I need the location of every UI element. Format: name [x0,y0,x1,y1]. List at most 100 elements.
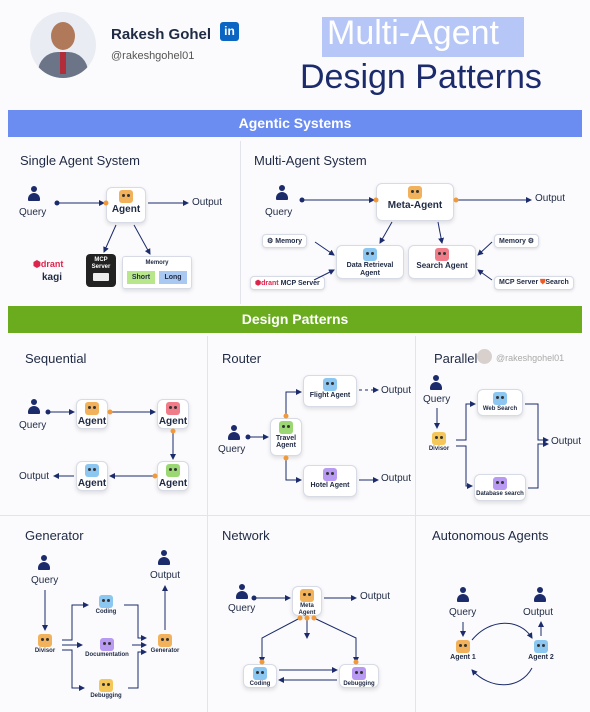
data-retrieval-label: Data Retrieval Agent [346,262,394,277]
documentation-label: Documentation [85,652,129,658]
router-title: Router [222,351,262,366]
network-coding-node: Coding [243,664,277,688]
database-search-label: Database search [476,491,524,497]
sequential-agent-1: Agent [76,399,108,429]
network-debugging-node: Debugging [339,664,379,688]
output-label-top: Output [381,385,412,396]
documentation-node: Documentation [84,636,130,658]
user-icon [533,587,547,603]
generator-label: Generator [150,648,180,654]
agent-2-label: Agent 2 [528,654,554,661]
meta-agent-label: Meta Agent [298,603,316,616]
robot-icon [85,464,99,477]
watermark-avatar [477,349,492,364]
autonomous-title: Autonomous Agents [432,528,549,543]
generator-title: Generator [25,528,84,543]
search-agent-label: Search Agent [416,261,468,270]
data-retrieval-agent-node: Data Retrieval Agent [336,245,404,279]
robot-icon [166,464,180,477]
robot-icon [323,378,337,391]
query-label: Query [218,444,246,455]
robot-icon [300,589,314,602]
web-search-label: Web Search [482,406,518,412]
user-icon [456,587,470,603]
user-icon [27,399,41,415]
author-handle: @rakeshgohel01 [111,50,195,62]
robot-icon [352,667,366,680]
single-agent-title: Single Agent System [20,153,140,168]
memory-label: Memory [275,238,303,245]
database-search-node: Database search [474,474,526,501]
query-label: Query [31,575,59,586]
sequential-agent-4: Agent [76,461,108,491]
memory-box: Memory Short Long [122,256,192,289]
network-title: Network [222,528,270,543]
query-label: Query [228,603,256,614]
debugging-label: Debugging [343,681,375,687]
mcp-server-pill-right: MCP Server ⛊Search [494,276,574,290]
travel-agent-label: Travel Agent [275,435,297,449]
agent-label: Agent [77,416,107,427]
divisor-label: Divisor [34,648,56,654]
memory-pill-right: Memory ⚙ [494,234,540,248]
agent-1-label: Agent 1 [450,654,476,661]
robot-icon [323,468,337,481]
agent-2-node: Agent 2 [524,638,558,668]
qdrant-text: drant [40,259,64,269]
flight-agent-label: Flight Agent [309,392,351,399]
sequential-agent-2: Agent [157,399,189,429]
robot-icon [100,638,114,651]
mcp-server-pill-left: ⬢drant MCP Server [250,276,325,290]
grid-divider [415,336,416,712]
qdrant-logo: ⬢drant [33,259,63,270]
robot-icon [279,421,293,434]
brave-shield-icon: ⛊ [540,279,546,286]
robot-icon [99,595,113,608]
user-icon [157,550,171,566]
robot-icon [99,679,113,692]
search-agent-node: Search Agent [408,245,476,279]
linkedin-icon[interactable]: in [220,22,239,41]
hotel-agent-label: Hotel Agent [310,482,350,489]
sequential-title: Sequential [25,351,87,366]
flight-agent-node: Flight Agent [303,375,357,407]
user-icon [227,425,241,441]
section-divider [240,141,241,304]
title-highlight [322,17,524,57]
output-label: Output [150,570,181,581]
user-icon [235,584,249,600]
robot-icon [38,634,52,647]
agent-label: Agent [111,204,141,215]
debugging-node: Debugging [86,677,126,699]
output-label: Output [192,197,223,208]
memory-pill-left: ⚙ Memory [262,234,308,248]
coding-label: Coding [249,681,271,687]
query-label: Query [423,394,451,405]
openai-icon: ⚙ [527,238,535,245]
mcp-server-node: MCP Server [86,254,116,287]
generator-node: Generator [148,632,182,658]
kagi-logo: kagi [42,272,63,283]
qdrant-text: drant [261,280,279,287]
author-avatar [30,12,96,78]
divisor-label: Divisor [428,446,450,452]
mcp-label: MCP Server [499,279,539,286]
main-title-line1: Multi-Agent [327,14,499,52]
output-label: Output [551,436,582,447]
robot-icon [432,432,446,445]
author-name: Rakesh Gohel [111,26,212,43]
robot-icon [363,248,377,261]
mcp-label: MCP Server [280,280,320,287]
qdrant-hex-icon: ⬢ [255,280,262,287]
memory-label: Memory [145,260,169,266]
qdrant-hex-icon: ⬢ [33,259,41,269]
memory-short: Short [127,271,155,284]
output-label: Output [523,607,554,618]
multi-agent-title: Multi-Agent System [254,153,367,168]
coding-node: Coding [90,593,122,615]
user-icon [429,375,443,391]
memory-long: Long [159,271,187,284]
robot-icon [119,190,133,203]
